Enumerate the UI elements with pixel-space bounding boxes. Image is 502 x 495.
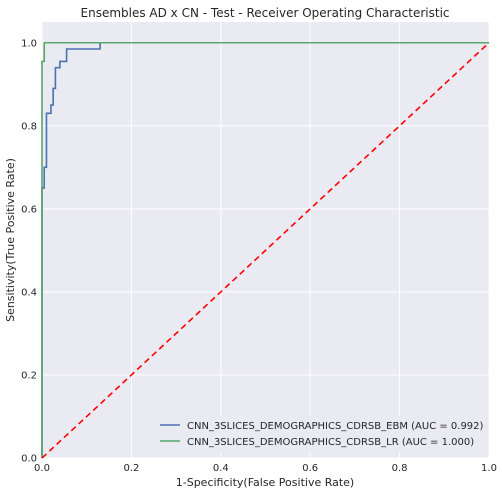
chance-diagonal	[41, 42, 490, 459]
legend-label-ebm: CNN_3SLICES_DEMOGRAPHICS_CDRSB_EBM (AUC …	[187, 421, 484, 432]
y-tick-label-4: 0.8	[21, 121, 37, 132]
y-tick-label-5: 1.0	[21, 38, 37, 49]
x-tick-label-4: 0.8	[392, 463, 408, 474]
plot-background	[42, 22, 489, 458]
legend-box	[154, 416, 485, 452]
legend: CNN_3SLICES_DEMOGRAPHICS_CDRSB_EBM (AUC …	[154, 416, 485, 452]
y-tick-label-1: 0.2	[21, 370, 37, 381]
y-tick-label-3: 0.6	[21, 204, 37, 215]
roc-curve-lr	[41, 41, 489, 458]
x-tick-label-5: 1.0	[481, 463, 497, 474]
legend-label-lr: CNN_3SLICES_DEMOGRAPHICS_CDRSB_LR (AUC =…	[187, 437, 474, 448]
x-axis-title: 1-Specificity(False Positive Rate)	[176, 476, 354, 489]
x-tick-label-0: 0.0	[34, 463, 50, 474]
y-axis-title: Sensitivity(True Positive Rate)	[4, 158, 17, 322]
x-tick-label-2: 0.4	[213, 463, 229, 474]
x-tick-label-3: 0.6	[302, 463, 318, 474]
series-layer	[41, 41, 490, 459]
chart-title: Ensembles AD x CN - Test - Receiver Oper…	[81, 6, 450, 20]
y-tick-label-2: 0.4	[21, 287, 37, 298]
y-tick-label-0: 0.0	[21, 454, 37, 465]
ticks: 0.0 0.2 0.4 0.6 0.8 1.0 0.0 0.2 0.4 0.6 0.8 1.0	[21, 38, 497, 474]
x-tick-label-1: 0.2	[123, 463, 139, 474]
roc-curve-ebm	[41, 41, 489, 458]
